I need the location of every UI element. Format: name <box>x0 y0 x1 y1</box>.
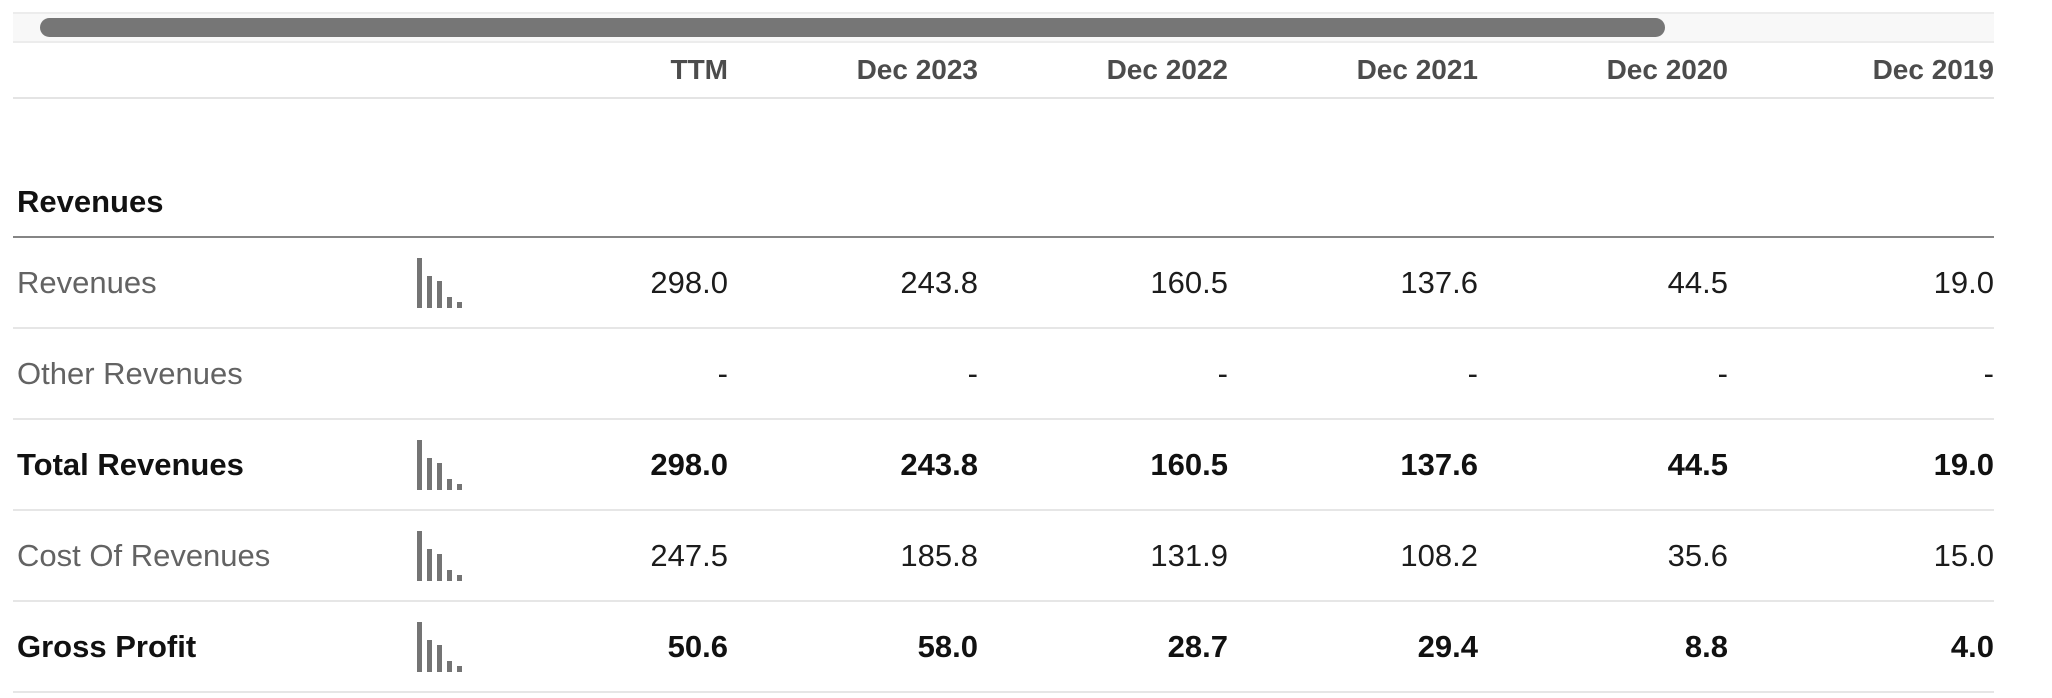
value-cell: - <box>717 355 728 391</box>
column-header-dec2020: Dec 2020 <box>1606 54 1728 85</box>
row-label: Other Revenues <box>17 355 243 391</box>
row-label: Cost Of Revenues <box>17 537 271 573</box>
bar-chart-icon-bar <box>437 462 442 490</box>
icon-cell <box>405 602 478 691</box>
column-header-ttm: TTM <box>670 54 728 85</box>
bar-chart-icon-bar <box>457 301 462 308</box>
bar-chart-icon-bar <box>427 275 432 308</box>
bar-chart-icon-bar <box>447 478 452 490</box>
bar-chart-icon-bar <box>427 548 432 581</box>
column-header-dec2023: Dec 2023 <box>856 54 978 85</box>
value-cell: 137.6 <box>1400 264 1478 300</box>
row-label: Total Revenues <box>17 446 244 482</box>
value-cell: - <box>1717 355 1728 391</box>
bar-chart-icon-bar <box>457 574 462 581</box>
value-cell: - <box>1467 355 1478 391</box>
value-cell: - <box>1217 355 1228 391</box>
row-label: Gross Profit <box>17 628 197 664</box>
table-row: Other Revenues - - - - - - <box>13 329 1994 420</box>
row-label: Revenues <box>17 264 157 300</box>
icon-cell <box>405 329 478 418</box>
value-cell: 4.0 <box>1950 628 1994 664</box>
value-cell: - <box>1983 355 1994 391</box>
bar-chart-icon-bar <box>447 660 452 672</box>
value-cell: 8.8 <box>1684 628 1728 664</box>
icon-cell <box>405 511 478 600</box>
value-cell: 160.5 <box>1150 446 1228 482</box>
bar-chart-icon[interactable] <box>417 257 462 308</box>
value-cell: 247.5 <box>650 537 728 573</box>
value-cell: 137.6 <box>1400 446 1478 482</box>
income-statement-panel: TTM Dec 2023 Dec 2022 Dec 2021 Dec 2020 … <box>13 12 1994 693</box>
value-cell: 160.5 <box>1150 264 1228 300</box>
value-cell: 35.6 <box>1667 537 1728 573</box>
bar-chart-icon-bar <box>447 296 452 308</box>
bar-chart-icon-bar <box>427 639 432 672</box>
column-header-dec2021: Dec 2021 <box>1356 54 1478 85</box>
icon-cell <box>405 238 478 327</box>
bar-chart-icon-bar <box>417 257 422 308</box>
table-header-row: TTM Dec 2023 Dec 2022 Dec 2021 Dec 2020 … <box>13 43 1994 99</box>
bar-chart-icon-bar <box>417 530 422 581</box>
bar-chart-icon-bar <box>417 439 422 490</box>
bar-chart-icon-bar <box>457 483 462 490</box>
value-cell: 108.2 <box>1400 537 1478 573</box>
bar-chart-icon-bar <box>437 280 442 308</box>
value-cell: 19.0 <box>1933 264 1994 300</box>
table-body: Revenues 298.0 243.8 160.5 137.6 44.5 19… <box>13 238 1994 693</box>
value-cell: 15.0 <box>1933 537 1994 573</box>
column-header-dec2022: Dec 2022 <box>1106 54 1228 85</box>
value-cell: 298.0 <box>650 264 728 300</box>
column-header-dec2019: Dec 2019 <box>1872 54 1994 85</box>
bar-chart-icon-bar <box>427 457 432 490</box>
bar-chart-icon-bar <box>447 569 452 581</box>
bar-chart-icon[interactable] <box>417 530 462 581</box>
section-title: Revenues <box>13 99 1994 238</box>
bar-chart-icon-bar <box>417 621 422 672</box>
value-cell: 19.0 <box>1933 446 1994 482</box>
value-cell: 29.4 <box>1417 628 1478 664</box>
value-cell: 243.8 <box>900 446 978 482</box>
bar-chart-icon-bar <box>457 665 462 672</box>
value-cell: 28.7 <box>1167 628 1228 664</box>
table-row: Cost Of Revenues 247.5 185.8 131.9 108.2… <box>13 511 1994 602</box>
horizontal-scrollbar-thumb[interactable] <box>40 18 1665 37</box>
horizontal-scrollbar-track[interactable] <box>13 12 1994 43</box>
bar-chart-icon[interactable] <box>417 439 462 490</box>
bar-chart-icon-bar <box>437 553 442 581</box>
value-cell: 298.0 <box>650 446 728 482</box>
bar-chart-icon-bar <box>437 644 442 672</box>
table-row: Gross Profit 50.6 58.0 28.7 29.4 8.8 4.0 <box>13 602 1994 693</box>
icon-cell <box>405 420 478 509</box>
value-cell: 44.5 <box>1667 446 1728 482</box>
value-cell: 44.5 <box>1667 264 1728 300</box>
value-cell: 58.0 <box>917 628 978 664</box>
value-cell: - <box>967 355 978 391</box>
value-cell: 243.8 <box>900 264 978 300</box>
value-cell: 50.6 <box>667 628 728 664</box>
value-cell: 185.8 <box>900 537 978 573</box>
table-row: Revenues 298.0 243.8 160.5 137.6 44.5 19… <box>13 238 1994 329</box>
value-cell: 131.9 <box>1150 537 1228 573</box>
table-row: Total Revenues 298.0 243.8 160.5 137.6 4… <box>13 420 1994 511</box>
bar-chart-icon[interactable] <box>417 621 462 672</box>
